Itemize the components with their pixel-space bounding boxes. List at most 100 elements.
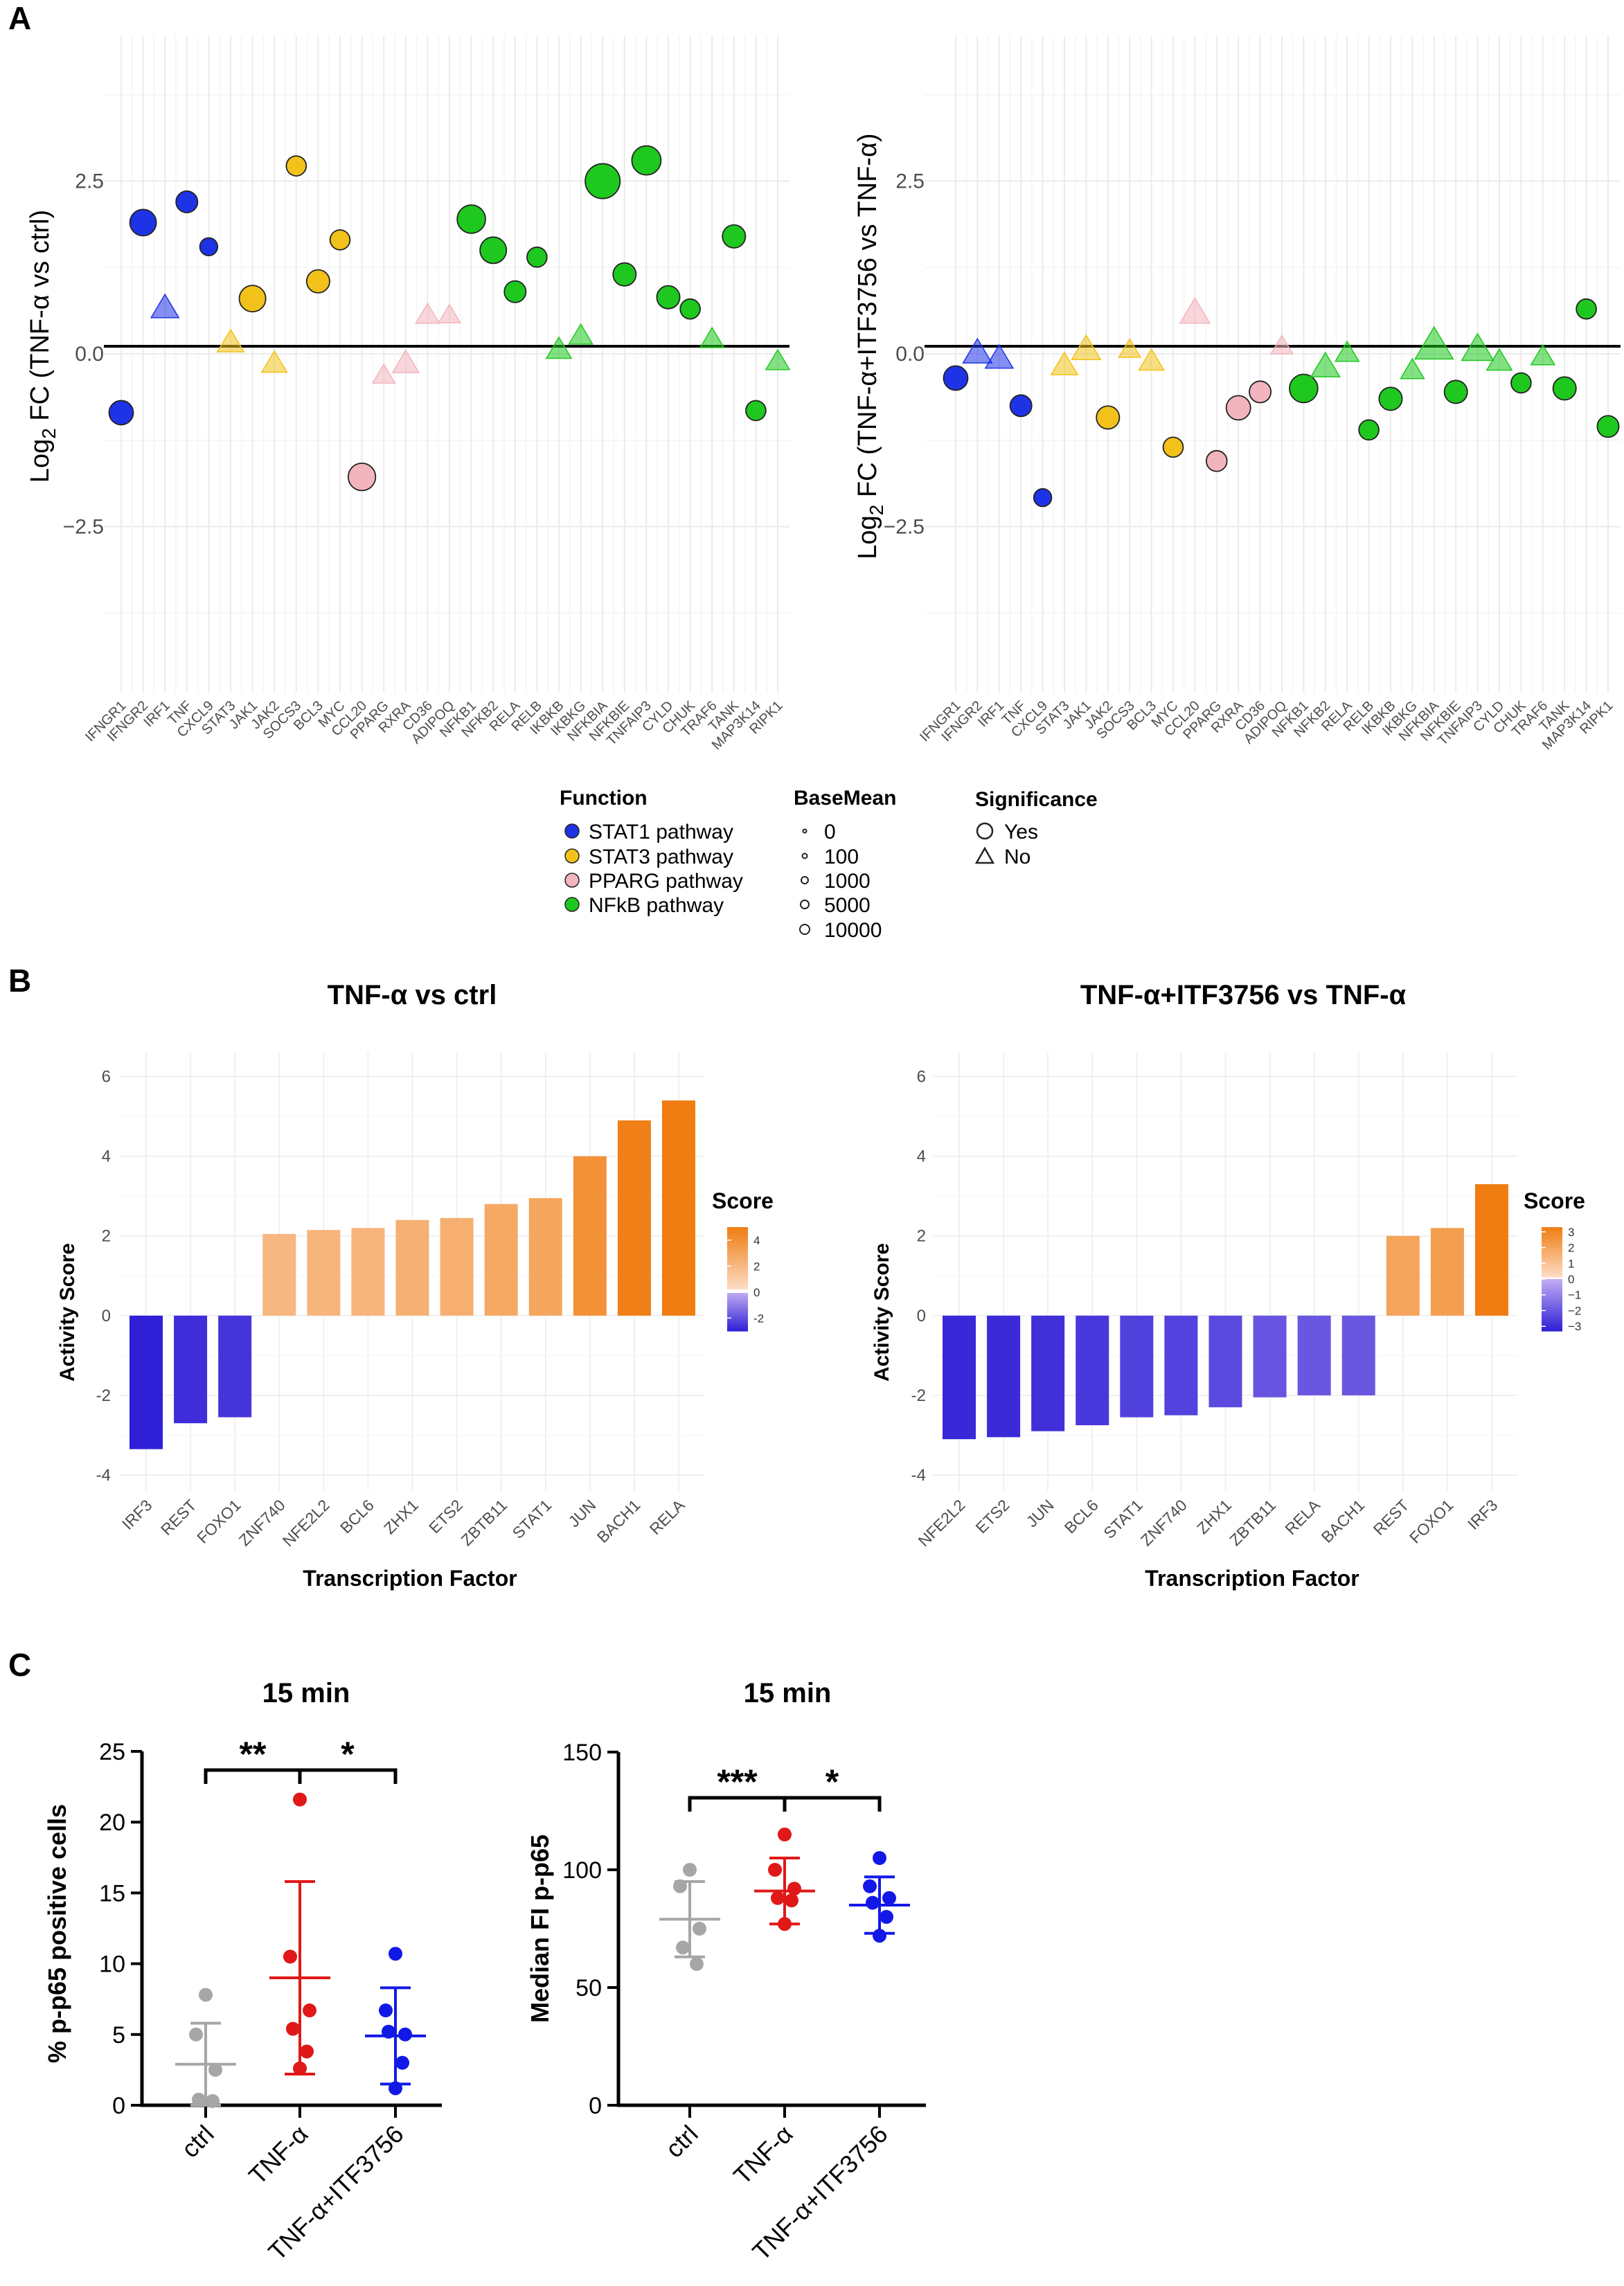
colorbar-segment [727,1260,748,1262]
colorbar-tick-label: −2 [1568,1304,1581,1317]
significance-bracket [298,1768,398,1784]
x-tick-label: ZBTB11 [457,1496,510,1549]
y-tick-label: -4 [911,1466,926,1485]
b1-y-axis-label: Activity Score [56,1243,79,1382]
x-tick-label: RELA [646,1496,688,1538]
c1-plot-marks [175,1792,426,2108]
colorbar-segment [727,1329,748,1332]
colorbar-segment [1542,1293,1562,1296]
colorbar-segment [1542,1260,1562,1262]
bar [1076,1315,1109,1426]
colorbar-segment [727,1294,748,1297]
data-point [379,2003,393,2018]
legend-pparg-label: PPARG pathway [589,870,743,893]
colorbar-segment [727,1312,748,1314]
data-point-nonsignificant [260,350,288,373]
data-point [690,1957,704,1971]
colorbar-segment [1542,1238,1562,1240]
data-point-significant [1162,436,1184,458]
data-point-significant [612,262,637,287]
colorbar-segment [727,1239,748,1242]
data-point-significant [1206,449,1228,472]
legend-pparg-swatch [564,873,580,888]
colorbar-segment [1542,1262,1562,1265]
colorbar-segment [727,1274,748,1276]
a1-y-axis-label: Log2 FC (TNF-α vs ctrl) [26,210,60,483]
data-point-significant [479,236,508,265]
legend-function-item: NFkB pathway [564,894,724,917]
data-point-significant [1033,488,1053,508]
b2-colorbar: 3 2 1 0 −1 −2 −3 [1542,1226,1581,1333]
bar [1164,1315,1198,1416]
legend-function-title: Function [560,787,648,810]
data-point-nonsignificant [1485,348,1513,371]
bar [573,1156,607,1316]
colorbar-segment [727,1315,748,1318]
panel-b-right-chart: TNF-α+ITF3756 vs TNF-α 6 4 2 0 -2 -4 NFE2L2 ET… [871,980,1585,1591]
colorbar-segment [727,1262,748,1265]
b2-colorbar-title: Score [1524,1188,1585,1213]
data-point [873,1851,886,1865]
y-tick-label: 0 [102,1307,111,1325]
colorbar-segment [1542,1317,1562,1320]
data-point-nonsignificant [391,349,420,373]
a1-x-labels: IFNGR1IFNGR2IRF1TNFCXCL9STAT3JAK1JAK2SOC… [82,698,785,753]
colorbar-segment [1542,1321,1562,1323]
data-point-significant [1096,405,1121,430]
legend-significance-yes-label: Yes [1004,821,1038,843]
colorbar-segment [1542,1298,1562,1301]
colorbar-segment [727,1293,748,1296]
colorbar-segment [727,1241,748,1244]
colorbar-segment [727,1249,748,1252]
colorbar-segment [727,1232,748,1235]
colorbar-segment [1542,1322,1562,1325]
b1-y-ticks: 6 4 2 0 -2 -4 [96,1068,111,1485]
colorbar-segment [1542,1329,1562,1332]
colorbar-segment [727,1301,748,1304]
legend-function-item: STAT3 pathway [564,846,733,868]
data-point-nonsignificant [699,326,725,348]
data-point [882,1891,896,1905]
y-tick-label: 2 [917,1227,926,1246]
colorbar-segment [1542,1291,1562,1294]
panel-label-c: C [8,1647,31,1683]
b2-gridlines [934,1053,1518,1491]
colorbar-tick-label: −3 [1568,1320,1581,1333]
data-point-significant [1510,372,1532,394]
colorbar-segment [727,1321,748,1323]
colorbar-segment [1542,1301,1562,1304]
c2-y-axis-label: Median FI p-p65 [526,1834,554,2023]
x-tick-label: BCL6 [1061,1496,1102,1537]
bar [1475,1184,1508,1316]
colorbar-segment [1542,1232,1562,1235]
colorbar-segment [727,1267,748,1269]
data-point [768,1863,782,1877]
data-point-nonsignificant [1179,296,1211,324]
colorbar-segment [727,1234,748,1237]
colorbar-segment [727,1298,748,1301]
panel-label-b: B [8,963,31,999]
data-point-nonsignificant [545,336,573,359]
data-point-significant [238,285,267,313]
data-point-significant [585,163,621,199]
colorbar-segment [1542,1279,1562,1282]
data-point-nonsignificant [415,302,440,324]
c1-title: 15 min [262,1678,350,1708]
colorbar-segment [727,1310,748,1313]
b2-bars [943,1184,1508,1440]
legend-basemean-label: 10000 [824,919,882,942]
data-point [771,1891,785,1905]
data-point-nonsignificant [1310,351,1341,377]
data-point-significant [656,285,681,310]
panel-a-left-chart: 2.5 0.0 −2.5 Log2 FC (TNF-α vs ctrl) IFNGR… [26,36,791,753]
colorbar-segment [1542,1248,1562,1251]
data-point-significant [329,229,351,251]
c2-y-ticks: 150 100 50 0 [562,1740,881,2119]
data-point [880,1910,893,1924]
data-point [693,1922,706,1936]
colorbar-segment [727,1308,748,1311]
colorbar-segment [727,1287,748,1290]
b1-title: TNF-α vs ctrl [328,980,497,1010]
